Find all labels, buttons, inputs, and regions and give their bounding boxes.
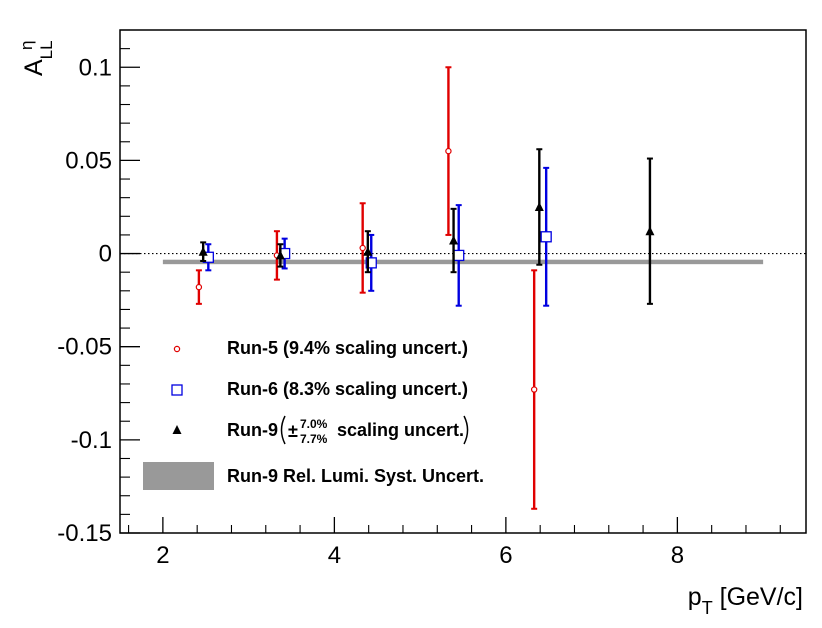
- y-tick-label: 0.1: [79, 54, 112, 81]
- y-tick-label: 0.05: [65, 147, 112, 174]
- legend-marker-run9: [172, 425, 182, 434]
- data-point: [365, 257, 377, 269]
- data-point: [198, 246, 208, 256]
- x-tick-label: 4: [328, 542, 341, 569]
- data-layer: [195, 66, 655, 510]
- y-axis-label-text: ALL: [20, 40, 56, 76]
- systematic-band-layer: [162, 259, 764, 265]
- axes: 2 4 6 8 -0.15 -0.1 -0.05 0 0.05 0.1: [57, 29, 781, 569]
- data-point: [445, 147, 452, 155]
- data-point: [449, 235, 459, 245]
- y-tick-label: 0: [99, 241, 112, 268]
- data-point: [530, 386, 538, 393]
- legend-marker-run5: [173, 345, 181, 353]
- legend-pm: ±: [288, 421, 298, 441]
- y-axis-label-sub: LL: [37, 40, 56, 59]
- data-point: [359, 244, 366, 252]
- x-tick-label: 6: [499, 542, 512, 569]
- x-tick-label: 8: [671, 542, 684, 569]
- data-point: [363, 246, 373, 256]
- y-axis-label-sup: η: [17, 41, 36, 50]
- data-point: [195, 283, 203, 291]
- data-point: [275, 250, 285, 260]
- data-point: [645, 226, 655, 236]
- y-axis-label-A: A: [20, 59, 48, 76]
- x-axis-label: pT [GeV/c]: [688, 583, 803, 618]
- plot-frame: [119, 29, 807, 534]
- legend: Run-5 (9.4% scaling uncert.) Run-6 (8.3% …: [143, 338, 484, 490]
- legend-label-run6: Run-6 (8.3% scaling uncert.): [227, 379, 468, 399]
- legend-sup: 7.0%: [300, 417, 328, 431]
- legend-label-band: Run-9 Rel. Lumi. Syst. Uncert.: [227, 466, 484, 486]
- legend-sub: 7.7%: [300, 432, 328, 446]
- y-tick-label: -0.05: [57, 334, 112, 361]
- data-point: [534, 201, 544, 211]
- x-axis-label-sub: T: [702, 598, 713, 618]
- y-axis-label: ALL η: [17, 40, 56, 76]
- legend-marker-run6: [171, 384, 183, 396]
- legend-label-run5: Run-5 (9.4% scaling uncert.): [227, 338, 468, 358]
- legend-open-paren: [280, 415, 286, 445]
- legend-label-run9-prefix: Run-9: [227, 420, 278, 440]
- legend-close-paren: [463, 415, 469, 445]
- data-point: [453, 249, 465, 262]
- systematic-band: [162, 259, 764, 265]
- legend-band-swatch: [143, 462, 214, 490]
- data-point: [540, 231, 552, 243]
- series-run6: [202, 166, 552, 307]
- series-run9: [198, 148, 655, 305]
- y-tick-label: -0.1: [71, 427, 112, 454]
- x-axis-label-unit: [GeV/c]: [713, 583, 803, 611]
- y-tick-label: -0.15: [57, 520, 112, 547]
- series-run5: [195, 66, 538, 510]
- x-tick-label: 2: [156, 542, 169, 569]
- x-axis-label-p: p: [688, 583, 702, 611]
- legend-label-run9-suffix: scaling uncert.: [337, 420, 464, 440]
